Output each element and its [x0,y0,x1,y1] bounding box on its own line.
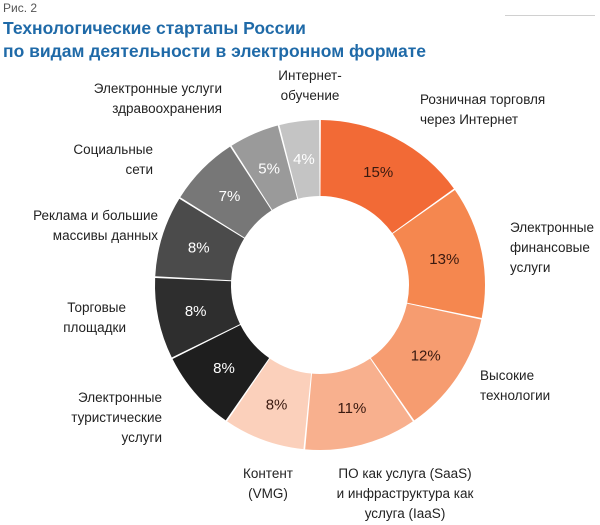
slice-3 [370,303,482,421]
chart-title: Технологические стартапы России [3,18,306,38]
slice-10 [231,125,298,210]
slices-layer [154,120,485,450]
percent-label-7: 8% [185,303,207,320]
slice-1 [320,120,454,233]
chart-subtitle: по видам деятельности в электронном форм… [3,41,427,61]
header-rule [505,15,595,16]
category-label-1: Розничная торговля через Интернет [420,92,545,127]
category-label-10: Электронные услуги здравоохранения [94,81,222,116]
category-labels-layer: Розничная торговля через Интернет Электрон… [33,68,594,521]
percent-label-8: 8% [188,239,210,256]
category-label-2: Электронные финансовые услуги [510,220,594,275]
slice-9 [180,146,272,238]
figure-label: Рис. 2 [3,1,38,15]
percent-label-5: 8% [266,396,288,413]
slice-11 [279,120,320,199]
category-label-8: Реклама и большие массивы данных [33,208,158,243]
slice-8 [155,198,245,281]
percent-label-3: 12% [411,347,441,364]
percent-label-4: 11% [337,400,366,417]
category-label-5: Контент (VMG) [243,466,293,501]
percent-labels-layer: 15% 13% 12% 11% 8% 8% 8% 8% 7% 5% 4% [185,151,459,417]
percent-label-10: 5% [258,161,280,178]
slice-7 [154,278,241,358]
slice-4 [305,358,413,450]
percent-label-2: 13% [429,251,459,268]
percent-label-9: 7% [219,188,241,205]
category-label-4: ПО как услуга (SaaS) и инфраструктура как… [337,466,474,521]
category-label-6: Электронные туристические услуги [71,390,162,445]
category-label-3: Высокие технологии [480,368,550,403]
slice-6 [172,324,270,421]
percent-label-6: 8% [213,360,235,377]
chart-title-block: Технологические стартапы России по видам… [3,17,426,63]
slice-2 [392,189,485,318]
category-label-11: Интернет-обучение [278,68,341,103]
category-label-7: Торговые площадки [63,300,126,335]
slice-5 [227,358,312,450]
percent-label-11: 4% [293,151,315,168]
category-label-9: Социальные сети [73,142,153,177]
percent-label-1: 15% [363,164,393,181]
